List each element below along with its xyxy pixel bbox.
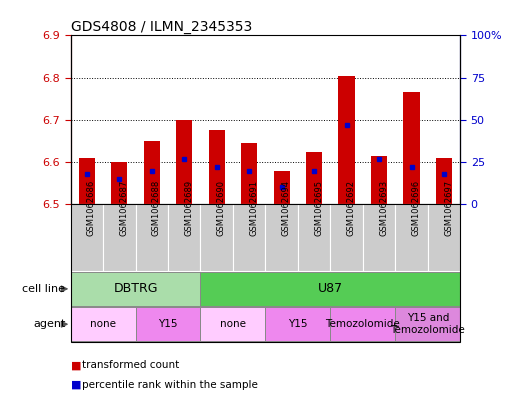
Bar <box>209 130 225 204</box>
Bar <box>135 307 200 341</box>
Bar <box>266 307 331 341</box>
Text: ■: ■ <box>71 360 81 371</box>
Bar <box>395 204 428 271</box>
Text: transformed count: transformed count <box>82 360 179 371</box>
Text: Y15 and
Temozolomide: Y15 and Temozolomide <box>390 314 465 335</box>
Text: GSM1062697: GSM1062697 <box>444 180 453 236</box>
Text: Y15: Y15 <box>288 319 308 329</box>
Text: GSM1062696: GSM1062696 <box>412 180 420 236</box>
Bar <box>71 204 103 271</box>
Text: Y15: Y15 <box>158 319 178 329</box>
Text: GSM1062686: GSM1062686 <box>87 180 96 236</box>
Bar <box>266 204 298 271</box>
Bar <box>144 141 160 204</box>
Text: GSM1062689: GSM1062689 <box>184 180 194 236</box>
Text: U87: U87 <box>318 282 343 296</box>
Bar <box>338 75 355 204</box>
Text: Temozolomide: Temozolomide <box>325 319 400 329</box>
Bar <box>436 158 452 204</box>
Bar <box>79 158 95 204</box>
Bar <box>111 162 128 204</box>
Text: agent: agent <box>33 319 65 329</box>
Bar <box>71 272 200 306</box>
Text: GSM1062687: GSM1062687 <box>119 180 128 236</box>
Bar <box>363 204 395 271</box>
Bar <box>200 272 460 306</box>
Bar <box>200 204 233 271</box>
Bar <box>306 152 322 204</box>
Text: cell line: cell line <box>22 284 65 294</box>
Bar <box>395 307 460 341</box>
Text: DBTRG: DBTRG <box>113 282 158 296</box>
Bar <box>428 204 460 271</box>
Text: ■: ■ <box>71 380 81 390</box>
Text: none: none <box>90 319 116 329</box>
Bar <box>200 307 266 341</box>
Text: GSM1062693: GSM1062693 <box>379 180 388 236</box>
Bar <box>135 204 168 271</box>
Text: GSM1062690: GSM1062690 <box>217 180 226 236</box>
Bar <box>331 204 363 271</box>
Bar <box>298 204 331 271</box>
Bar <box>168 204 200 271</box>
Text: GDS4808 / ILMN_2345353: GDS4808 / ILMN_2345353 <box>71 20 252 34</box>
Text: GSM1062695: GSM1062695 <box>314 180 323 236</box>
Bar <box>274 171 290 204</box>
Bar <box>241 143 257 204</box>
Bar <box>371 156 387 204</box>
Text: GSM1062691: GSM1062691 <box>249 180 258 236</box>
Bar <box>176 120 192 204</box>
Text: GSM1062688: GSM1062688 <box>152 180 161 236</box>
Text: percentile rank within the sample: percentile rank within the sample <box>82 380 258 390</box>
Text: GSM1062694: GSM1062694 <box>282 180 291 236</box>
Text: GSM1062692: GSM1062692 <box>347 180 356 236</box>
Bar <box>331 307 395 341</box>
Bar <box>233 204 266 271</box>
Bar <box>71 307 135 341</box>
Text: none: none <box>220 319 246 329</box>
Bar <box>103 204 135 271</box>
Bar <box>403 92 419 204</box>
